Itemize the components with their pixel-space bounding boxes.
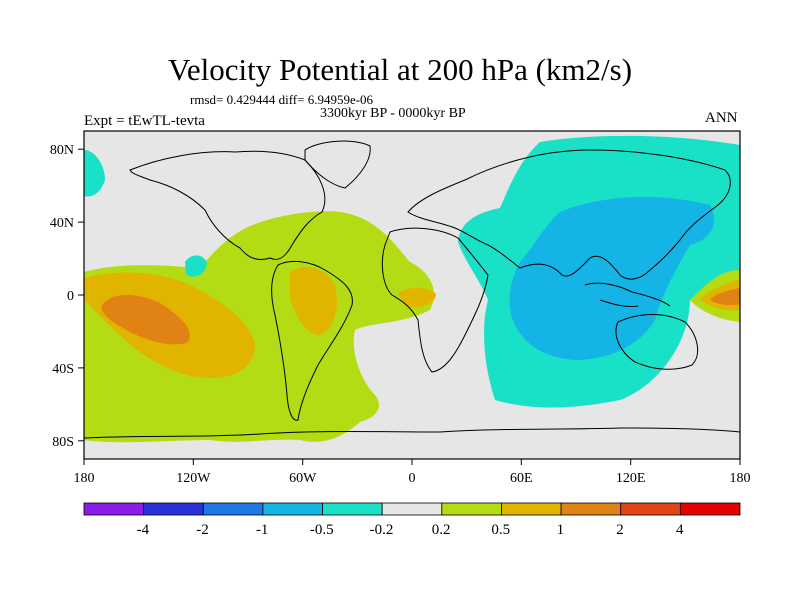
colorbar-box: [501, 502, 562, 516]
plot-title: Velocity Potential at 200 hPa (km2/s): [167, 52, 633, 87]
colorbar-label: -0.5: [310, 522, 334, 538]
colorbar-box: [381, 502, 443, 516]
negative-weak-region-west: [84, 150, 105, 197]
latitude-labels: 80N 40N 0 40S 80S: [50, 143, 74, 450]
lat-label: 40S: [52, 362, 74, 377]
north-america-coast: [129, 150, 326, 261]
greenland-coast: [304, 140, 371, 189]
positive-strong-region-east: [710, 288, 740, 306]
lon-label: 120E: [616, 471, 646, 486]
period-label: 3300kyr BP - 0000kyr BP: [320, 106, 466, 121]
negative-weak-region-pacific: [185, 255, 207, 277]
maritime-continent-coast: [584, 282, 671, 307]
colorbar-box: [560, 502, 622, 516]
positive-mid-region-sa: [290, 267, 337, 335]
positive-weak-region: [84, 211, 434, 443]
lat-label: 80N: [50, 143, 74, 158]
lon-label: 120W: [176, 471, 211, 486]
lat-label: 80S: [52, 435, 74, 450]
positive-mid-region-africa: [398, 287, 436, 308]
lat-label: 40N: [50, 216, 74, 231]
australia-coast: [615, 314, 699, 370]
lon-label: 0: [409, 471, 416, 486]
season-label: ANN: [705, 110, 738, 126]
colorbar-box: [202, 502, 264, 516]
colorbar-label: -2: [196, 522, 209, 538]
stats-label: rmsd= 0.429444 diff= 6.94959e-06: [190, 92, 374, 107]
longitude-labels: 180 120W 60W 0 60E 120E 180: [74, 471, 751, 486]
south-america-coast: [271, 260, 353, 421]
experiment-label: Expt = tEwTL-tevta: [84, 113, 205, 129]
colorbar-label: 0.2: [432, 522, 451, 538]
colorbar-box: [441, 502, 502, 516]
positive-strong-region: [101, 294, 190, 345]
colorbar-label: 1: [557, 522, 565, 538]
colorbar-boxes: [83, 502, 741, 516]
colorbar-label: -0.2: [370, 522, 394, 538]
lon-label: 60E: [510, 471, 533, 486]
eurasia-coast: [407, 149, 731, 280]
colorbar-box: [322, 502, 383, 516]
colorbar-label: -4: [137, 522, 150, 538]
colorbar-labels: -4 -2 -1 -0.5 -0.2 0.2 0.5 1 2 4: [137, 522, 684, 538]
negative-mid-region: [509, 196, 714, 360]
africa-coast: [381, 227, 489, 373]
coastlines: [84, 140, 740, 439]
colorbar-box: [143, 502, 204, 516]
axis-ticks: [78, 148, 741, 465]
contour-field: [84, 131, 740, 459]
lat-label: 0: [67, 289, 74, 304]
colorbar-label: 2: [616, 522, 624, 538]
lon-label: 60W: [289, 471, 317, 486]
colorbar-box: [262, 502, 323, 516]
colorbar-label: 0.5: [491, 522, 510, 538]
colorbar-label: 4: [676, 522, 684, 538]
antarctica-coast: [84, 427, 740, 439]
lon-label: 180: [730, 471, 751, 486]
colorbar-box: [620, 502, 681, 516]
colorbar-label: -1: [256, 522, 269, 538]
colorbar-box: [83, 502, 145, 516]
colorbar: -4 -2 -1 -0.5 -0.2 0.2 0.5 1 2 4: [83, 502, 741, 538]
lon-label: 180: [74, 471, 95, 486]
colorbar-box: [679, 502, 741, 516]
